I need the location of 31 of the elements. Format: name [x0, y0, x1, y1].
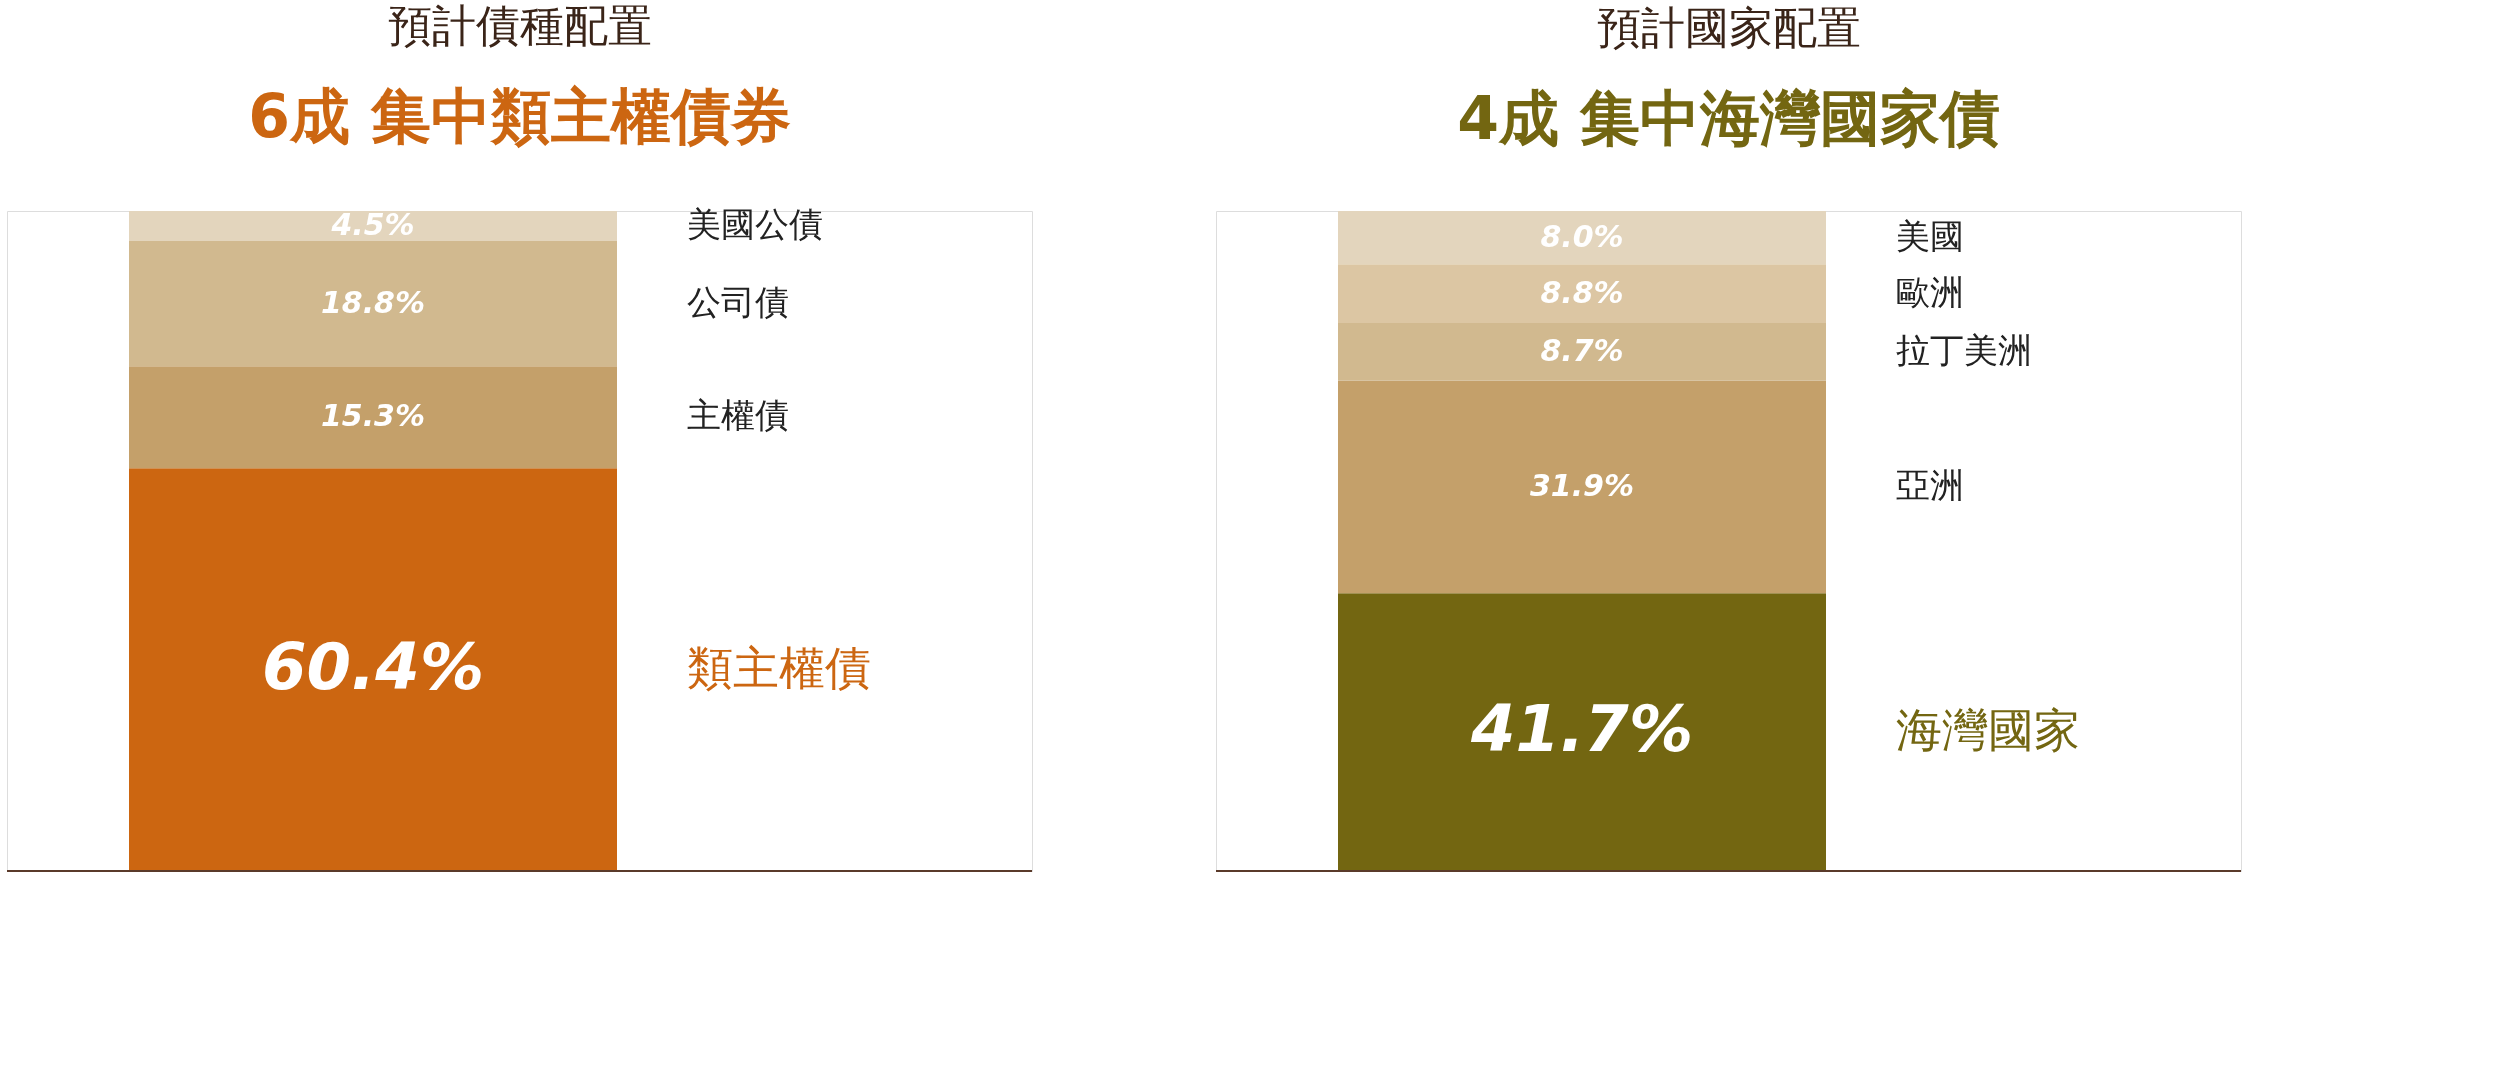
text: 公司債 — [687, 281, 789, 322]
text: 美國公債 — [687, 204, 823, 244]
bar — [1338, 322, 1826, 381]
bar — [129, 468, 617, 871]
bar — [1338, 593, 1826, 871]
bar — [1338, 380, 1826, 594]
series-label: 類主權債 — [687, 640, 871, 695]
text: 拉丁美洲 — [1896, 329, 2032, 370]
text: 美國 — [1896, 215, 1964, 256]
data-label: 8.7% — [1540, 332, 1624, 368]
bar — [1338, 264, 1826, 323]
chart-title: 預計國家配置 — [1596, 2, 1861, 53]
chart-subtitle: 4成 集中海灣國家債 — [1457, 83, 2000, 153]
text: 歐洲 — [1896, 271, 1964, 312]
data-label: 15.3% — [320, 398, 426, 434]
chart-subtitle: 6成 集中類主權債券 — [248, 81, 791, 151]
bar — [129, 211, 617, 241]
data-label: 31.9% — [1529, 468, 1635, 504]
bar — [1338, 211, 1826, 265]
text: 亞洲 — [1896, 465, 1964, 506]
bar — [129, 241, 617, 367]
data-label: 8.8% — [1540, 274, 1624, 310]
text: 主權債 — [687, 395, 789, 436]
data-label: 41.7% — [1469, 692, 1694, 767]
data-label: 4.5% — [330, 207, 415, 242]
data-label: 18.8% — [320, 284, 426, 320]
chart-title: 預計債種配置 — [387, 0, 652, 51]
bar — [129, 366, 617, 469]
data-label: 8.0% — [1540, 218, 1624, 254]
data-label: 60.4% — [261, 629, 485, 704]
series-label: 海灣國家 — [1896, 703, 2080, 758]
